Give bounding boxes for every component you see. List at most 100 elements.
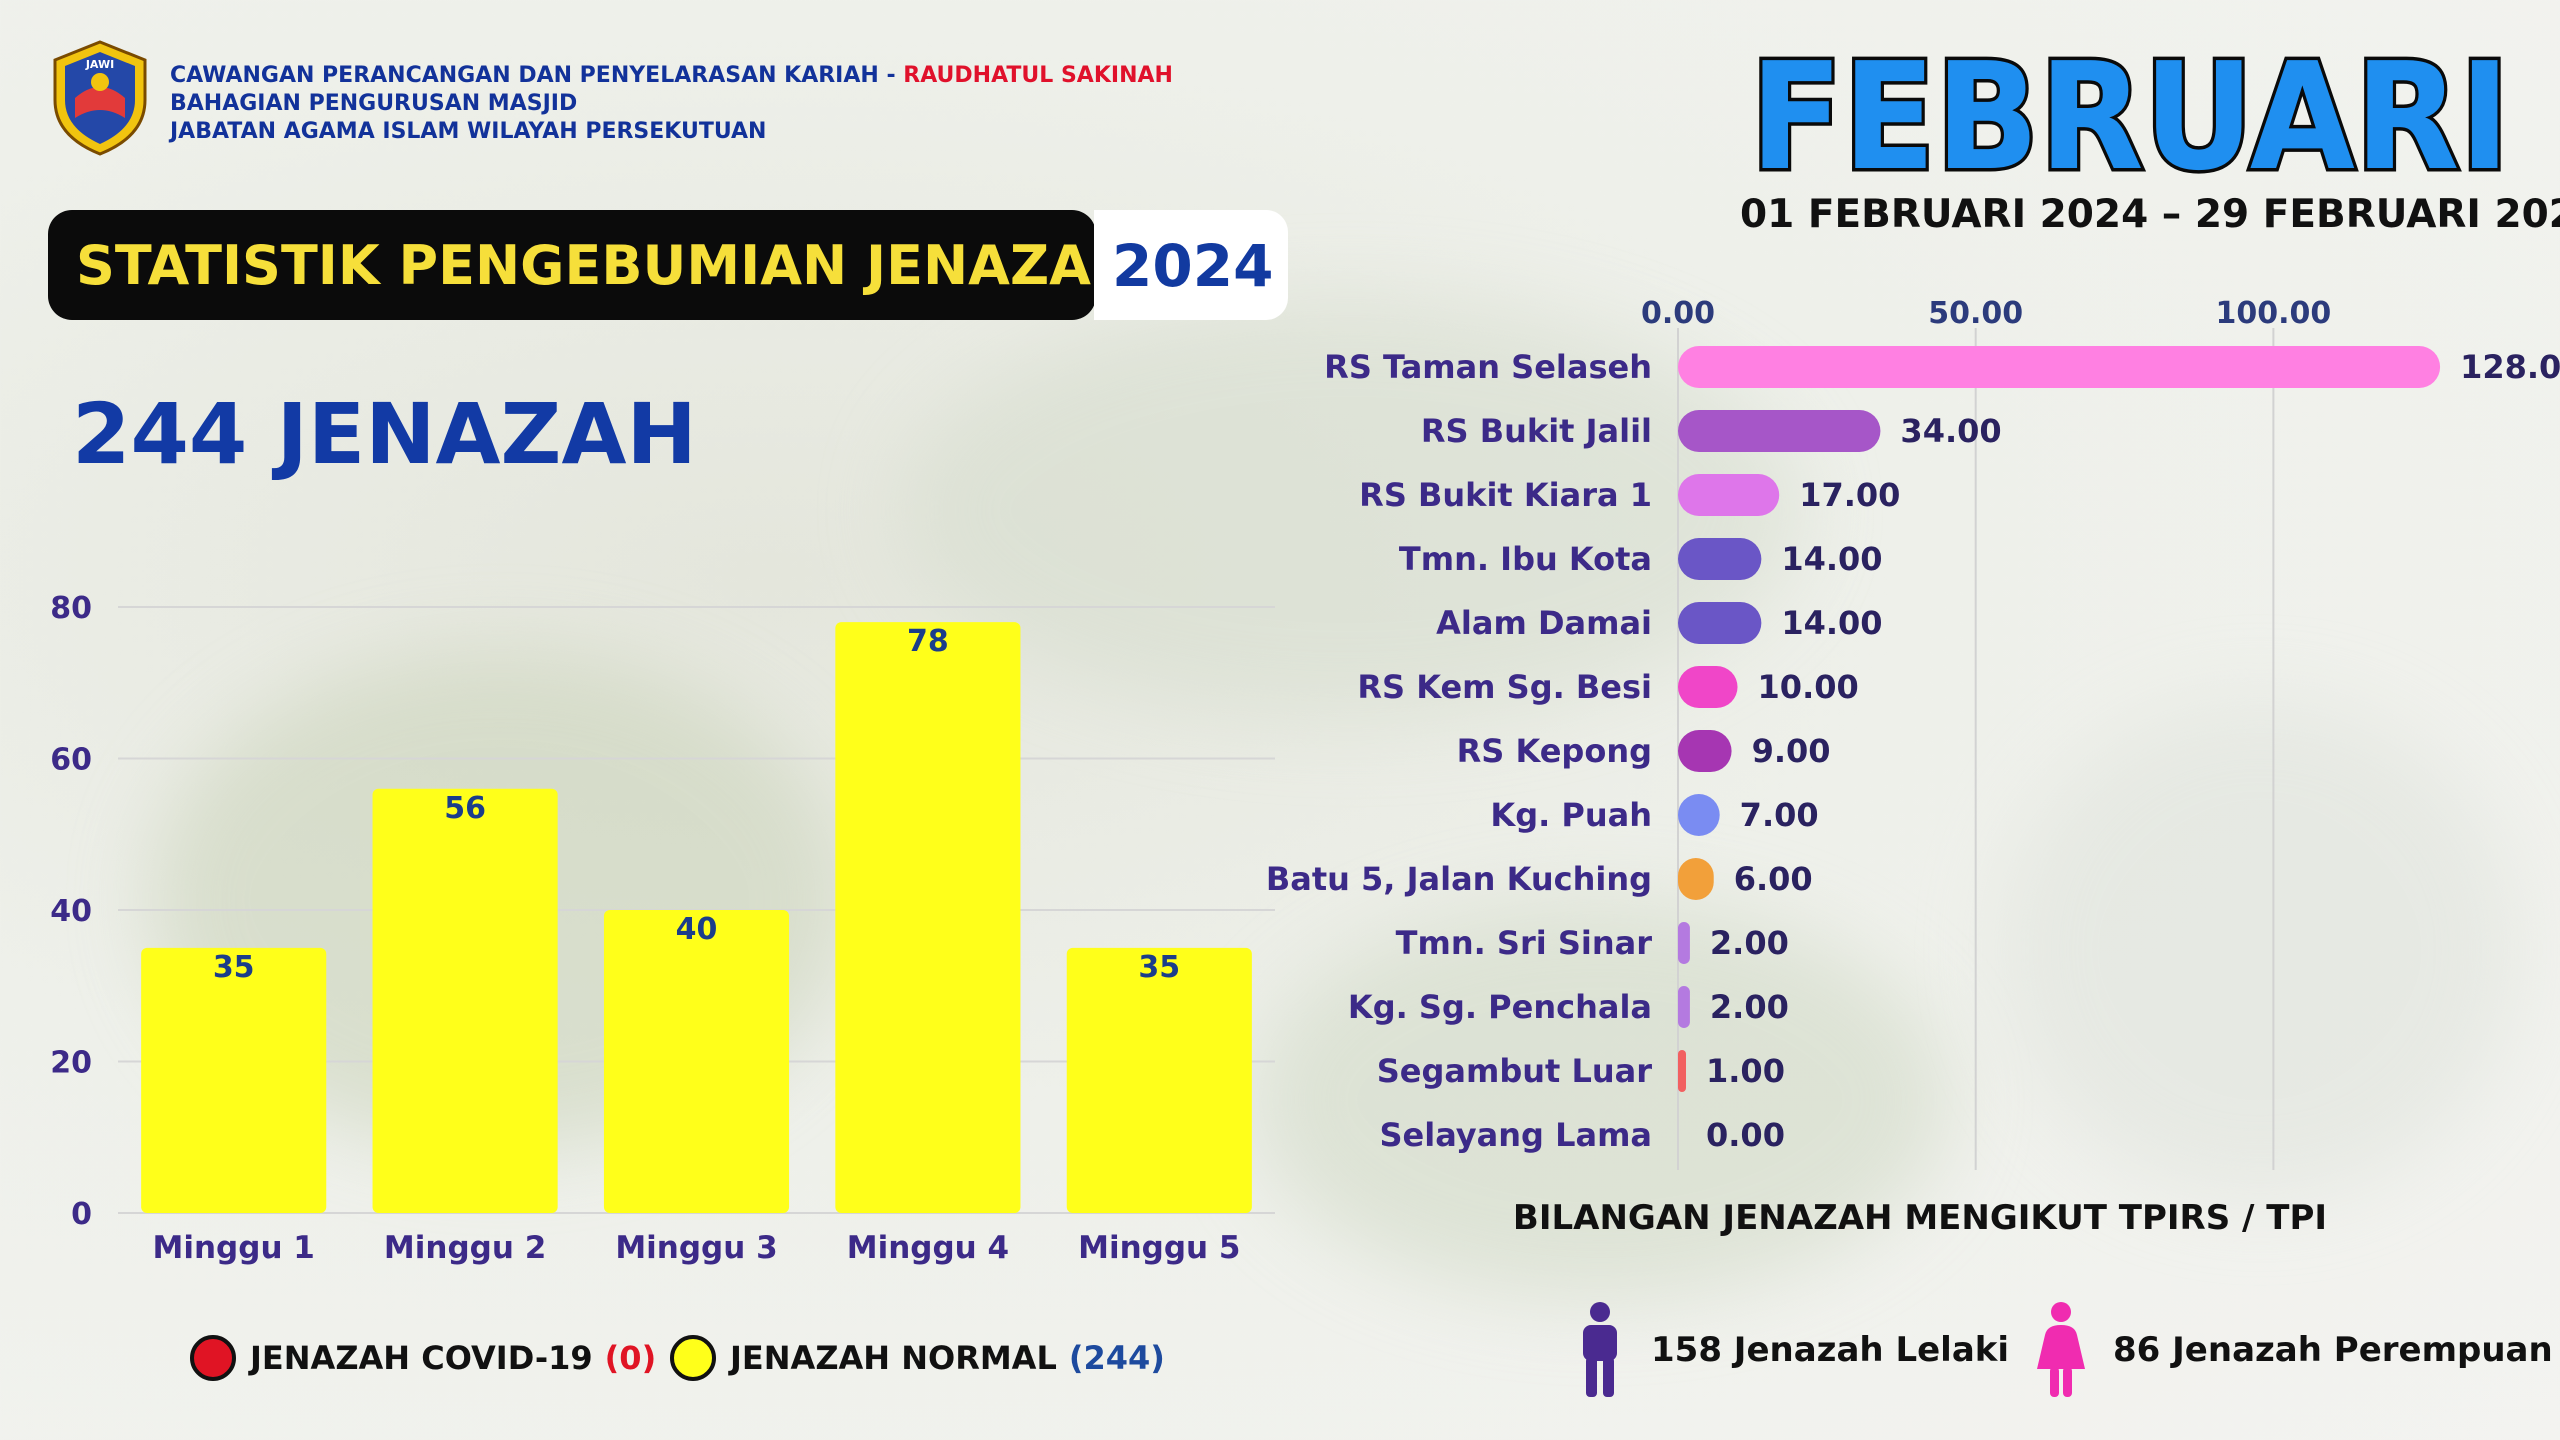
weekly-category-label: Minggu 1 bbox=[153, 1230, 315, 1266]
page-title: STATISTIK PENGEBUMIAN JENAZAH bbox=[76, 234, 1137, 297]
tpirs-value-label: 2.00 bbox=[1710, 988, 1789, 1026]
tpirs-bar bbox=[1678, 602, 1762, 644]
weekly-bar-value-label: 40 bbox=[676, 912, 718, 947]
title-year: 2024 bbox=[1112, 232, 1274, 300]
weekly-y-tick-label: 20 bbox=[50, 1046, 92, 1081]
org-line-1: CAWANGAN PERANCANGAN DAN PENYELARASAN KA… bbox=[170, 62, 1270, 90]
background-blob bbox=[900, 300, 1800, 720]
weekly-y-tick-label: 40 bbox=[50, 894, 92, 929]
tpirs-value-label: 34.00 bbox=[1900, 412, 2001, 450]
weekly-category-label: Minggu 4 bbox=[847, 1230, 1009, 1266]
month-text: FEBRUARI bbox=[1750, 40, 2510, 180]
tpirs-value-label: 14.00 bbox=[1781, 604, 1882, 642]
tpirs-value-label: 2.00 bbox=[1710, 924, 1789, 962]
gender-male: 158 Jenazah Lelaki bbox=[1575, 1300, 2009, 1400]
legend-count-covid: (0) bbox=[604, 1339, 657, 1377]
tpirs-x-tick-label: 0.00 bbox=[1641, 296, 1715, 331]
weekly-bar-value-label: 78 bbox=[907, 624, 949, 659]
tpirs-value-label: 1.00 bbox=[1706, 1052, 1785, 1090]
tpirs-x-ticks: 0.00 50.00 100.00 bbox=[1641, 296, 2331, 331]
jawi-logo: JAWI bbox=[53, 40, 147, 156]
tpirs-bar bbox=[1678, 986, 1690, 1028]
tpirs-bar bbox=[1678, 410, 1881, 452]
tpirs-bar bbox=[1678, 922, 1690, 964]
tpirs-category-label: RS Bukit Jalil bbox=[1421, 412, 1652, 450]
organization-lines: CAWANGAN PERANCANGAN DAN PENYELARASAN KA… bbox=[170, 62, 1270, 146]
gender-summary: 158 Jenazah Lelaki 86 Jenazah Perempuan bbox=[1575, 1300, 2553, 1400]
tpirs-chart-title: BILANGAN JENAZAH MENGIKUT TPIRS / TPI bbox=[1512, 1198, 2328, 1238]
weekly-bars bbox=[141, 622, 1252, 1213]
legend-swatch-covid bbox=[190, 1335, 236, 1381]
weekly-category-label: Minggu 5 bbox=[1078, 1230, 1240, 1266]
tpirs-category-label: Kg. Puah bbox=[1490, 796, 1652, 834]
org-line-1-prefix: CAWANGAN PERANCANGAN DAN PENYELARASAN KA… bbox=[170, 63, 904, 88]
total-count: 244 JENAZAH bbox=[72, 385, 697, 483]
org-line-3: JABATAN AGAMA ISLAM WILAYAH PERSEKUTUAN bbox=[170, 119, 767, 144]
tpirs-value-label: 0.00 bbox=[1706, 1116, 1785, 1154]
tpirs-category-label: Tmn. Sri Sinar bbox=[1396, 924, 1653, 962]
tpirs-value-label: 6.00 bbox=[1734, 860, 1813, 898]
tpirs-bar-chart: 0.00 50.00 100.00 RS Taman Selaseh RS Bukit… bbox=[1266, 296, 2560, 1170]
weekly-bar-value-label: 56 bbox=[444, 791, 486, 826]
org-line-2: BAHAGIAN PENGURUSAN MASJID bbox=[170, 91, 578, 116]
legend-item-covid: JENAZAH COVID-19 (0) bbox=[190, 1328, 656, 1388]
weekly-bar bbox=[141, 947, 327, 1213]
tpirs-bar bbox=[1678, 666, 1738, 708]
legend-label-covid: JENAZAH COVID-19 bbox=[250, 1339, 593, 1377]
background-blob bbox=[1250, 900, 1950, 1300]
tpirs-x-tick-label: 50.00 bbox=[1928, 296, 2023, 331]
month-heading: FEBRUARI bbox=[1747, 40, 2514, 180]
female-count-label: 86 Jenazah Perempuan bbox=[2113, 1330, 2553, 1370]
weekly-bar bbox=[372, 788, 558, 1213]
weekly-bar-value-label: 35 bbox=[213, 950, 255, 985]
tpirs-category-label: Selayang Lama bbox=[1379, 1116, 1652, 1154]
tpirs-category-label: Alam Damai bbox=[1436, 604, 1652, 642]
legend-item-normal: JENAZAH NORMAL (244) bbox=[670, 1328, 1165, 1388]
male-person-icon bbox=[1583, 1302, 1617, 1397]
tpirs-category-label: Segambut Luar bbox=[1377, 1052, 1652, 1090]
tpirs-bar bbox=[1678, 794, 1720, 836]
legend-swatch-normal bbox=[670, 1335, 716, 1381]
legend-label-normal: JENAZAH NORMAL bbox=[730, 1339, 1057, 1377]
male-count-label: 158 Jenazah Lelaki bbox=[1651, 1330, 2010, 1370]
tpirs-bar bbox=[1678, 858, 1714, 900]
background-blob bbox=[2000, 700, 2520, 1200]
tpirs-value-label: 14.00 bbox=[1781, 540, 1882, 578]
tpirs-category-label: RS Bukit Kiara 1 bbox=[1359, 476, 1652, 514]
tpirs-bars bbox=[1678, 346, 2441, 1092]
tpirs-value-label: 7.00 bbox=[1740, 796, 1819, 834]
tpirs-bar bbox=[1678, 1050, 1686, 1092]
tpirs-value-label: 128.00 bbox=[2460, 348, 2560, 386]
legend-count-normal: (244) bbox=[1068, 1339, 1165, 1377]
tpirs-category-label: Batu 5, Jalan Kuching bbox=[1266, 860, 1652, 898]
tpirs-value-label: 17.00 bbox=[1799, 476, 1900, 514]
tpirs-category-label: Kg. Sg. Penchala bbox=[1348, 988, 1652, 1026]
gender-female: 86 Jenazah Perempuan bbox=[2035, 1300, 2553, 1400]
female-person-icon bbox=[2037, 1302, 2085, 1397]
legend: JENAZAH COVID-19 (0) JENAZAH NORMAL (244… bbox=[190, 1328, 1190, 1388]
tpirs-bar bbox=[1678, 346, 2441, 388]
tpirs-category-label: RS Taman Selaseh bbox=[1324, 348, 1652, 386]
weekly-y-tick-label: 0 bbox=[71, 1197, 92, 1232]
title-bar: STATISTIK PENGEBUMIAN JENAZAH 2024 bbox=[48, 210, 1288, 320]
tpirs-grid bbox=[1677, 328, 2275, 1170]
logo-text: JAWI bbox=[85, 58, 114, 71]
year-box: 2024 bbox=[1094, 210, 1288, 320]
tpirs-category-label: RS Kepong bbox=[1457, 732, 1652, 770]
tpirs-bar bbox=[1678, 538, 1762, 580]
weekly-y-ticks: 0 20 40 60 80 bbox=[50, 591, 92, 1232]
weekly-y-tick-label: 60 bbox=[50, 743, 92, 778]
weekly-category-label: Minggu 2 bbox=[384, 1230, 546, 1266]
weekly-value-labels: 35 56 40 78 35 bbox=[213, 624, 1180, 985]
weekly-bar bbox=[835, 622, 1021, 1213]
tpirs-categories: RS Taman Selaseh RS Bukit Jalil RS Bukit K… bbox=[1266, 348, 1652, 1154]
weekly-y-tick-label: 80 bbox=[50, 591, 92, 626]
org-line-1-highlight: RAUDHATUL SAKINAH bbox=[903, 63, 1173, 88]
weekly-bar-value-label: 35 bbox=[1138, 950, 1180, 985]
tpirs-value-label: 10.00 bbox=[1758, 668, 1859, 706]
tpirs-x-tick-label: 100.00 bbox=[2215, 296, 2331, 331]
tpirs-category-label: RS Kem Sg. Besi bbox=[1357, 668, 1652, 706]
tpirs-value-label: 9.00 bbox=[1752, 732, 1831, 770]
weekly-bar-chart: 0 20 40 60 80 35 56 40 78 35 Minggu 1 Minggu 2 Min… bbox=[50, 591, 1275, 1266]
